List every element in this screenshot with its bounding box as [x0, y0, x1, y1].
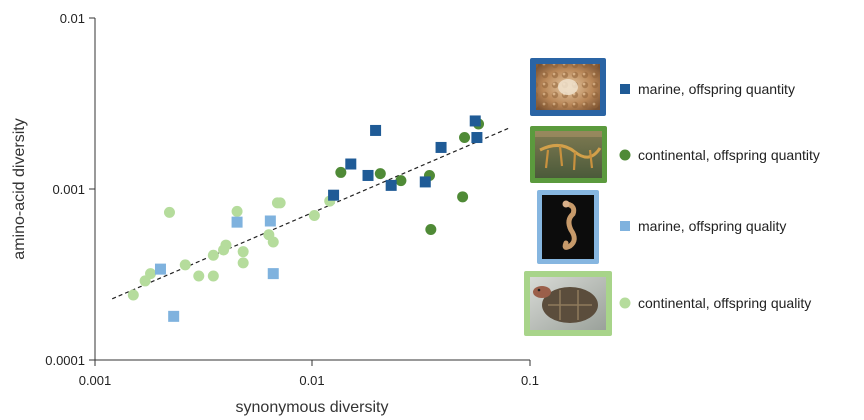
legend-marker-continental-quality	[619, 297, 631, 309]
data-point-continental-offspring-quality	[237, 246, 249, 258]
data-point-marine-offspring-quantity	[370, 124, 382, 136]
data-point-marine-offspring-quality	[267, 268, 279, 280]
data-point-marine-offspring-quantity	[345, 158, 357, 170]
data-point-marine-offspring-quantity	[328, 189, 340, 201]
data-point-continental-offspring-quantity	[459, 132, 471, 144]
data-point-continental-offspring-quality	[179, 259, 191, 271]
data-points	[127, 115, 485, 322]
data-point-marine-offspring-quality	[154, 263, 166, 275]
data-point-continental-offspring-quality	[237, 257, 249, 269]
x-tick-label: 0.1	[521, 373, 539, 388]
data-point-continental-offspring-quality	[207, 270, 219, 282]
data-point-continental-offspring-quantity	[457, 191, 469, 203]
legend-photo-marine-quantity	[530, 58, 606, 116]
data-point-marine-offspring-quantity	[471, 132, 483, 144]
data-point-continental-offspring-quality	[207, 249, 219, 261]
legend-photo-continental-quantity	[530, 126, 607, 183]
data-point-continental-offspring-quality	[127, 289, 139, 301]
data-point-continental-offspring-quantity	[374, 168, 386, 180]
data-point-continental-offspring-quality	[163, 206, 175, 218]
y-tick-label: 0.01	[60, 11, 85, 26]
data-point-marine-offspring-quantity	[435, 141, 447, 153]
data-point-marine-offspring-quantity	[385, 179, 397, 191]
legend-marker-marine-quality	[620, 221, 630, 231]
legend-photo-continental-quality	[524, 271, 612, 336]
data-point-continental-offspring-quality	[274, 197, 286, 209]
data-point-continental-offspring-quality	[231, 205, 243, 217]
data-point-marine-offspring-quantity	[362, 169, 374, 181]
legend-label-continental-quality: continental, offspring quality	[638, 295, 811, 311]
data-point-continental-offspring-quality	[145, 268, 157, 280]
data-point-continental-offspring-quantity	[395, 175, 407, 187]
legend-marker-marine-quantity	[620, 84, 630, 94]
data-point-marine-offspring-quantity	[469, 115, 481, 127]
legend-marker-continental-quantity	[619, 149, 631, 161]
data-point-continental-offspring-quality	[193, 270, 205, 282]
legend-photo-marine-quality	[537, 190, 599, 264]
data-point-continental-offspring-quality	[220, 239, 232, 251]
x-tick-label: 0.001	[79, 373, 112, 388]
legend-label-continental-quantity: continental, offspring quantity	[638, 147, 820, 163]
data-point-continental-offspring-quality	[308, 209, 320, 221]
legend-label-marine-quantity: marine, offspring quantity	[638, 81, 795, 97]
data-point-marine-offspring-quality	[168, 310, 180, 322]
x-axis-title: synonymous diversity	[236, 399, 389, 416]
trend-line	[111, 127, 510, 300]
data-point-marine-offspring-quality	[264, 215, 276, 227]
data-point-continental-offspring-quality	[267, 236, 279, 248]
x-tick-label: 0.01	[299, 373, 324, 388]
y-tick-label: 0.0001	[45, 353, 85, 368]
y-tick-label: 0.001	[52, 182, 85, 197]
data-point-marine-offspring-quantity	[419, 176, 431, 188]
data-point-marine-offspring-quality	[231, 216, 243, 228]
legend-label-marine-quality: marine, offspring quality	[638, 218, 786, 234]
data-point-continental-offspring-quantity	[425, 223, 437, 235]
y-axis-title: amino-acid diversity	[11, 118, 28, 259]
data-point-continental-offspring-quantity	[335, 166, 347, 178]
